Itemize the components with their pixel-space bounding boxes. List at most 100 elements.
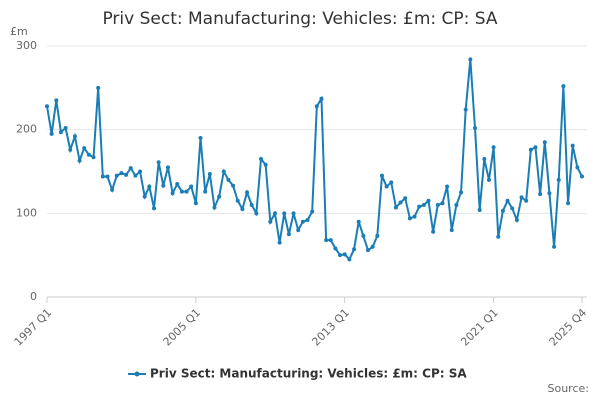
point (528, 147, 533, 152)
point (328, 238, 333, 243)
point (68, 147, 73, 152)
point (445, 184, 450, 189)
point (45, 104, 49, 109)
point (314, 104, 319, 109)
point (556, 177, 561, 182)
point (407, 216, 412, 221)
point (398, 200, 403, 205)
point (566, 201, 571, 206)
point (165, 165, 170, 170)
point (552, 244, 557, 249)
point (431, 229, 436, 234)
point (319, 96, 324, 101)
point (440, 201, 445, 206)
point (49, 131, 54, 136)
point (82, 146, 87, 151)
point (245, 190, 250, 195)
point (142, 194, 147, 199)
point (393, 205, 398, 210)
point (114, 173, 119, 178)
point (128, 166, 133, 171)
point (361, 233, 366, 238)
point (282, 211, 287, 216)
point (421, 202, 426, 207)
point (259, 156, 263, 161)
point (454, 202, 459, 207)
point (305, 218, 310, 223)
point (217, 194, 222, 199)
point (379, 173, 384, 178)
point (500, 208, 505, 213)
point (161, 183, 166, 188)
point (231, 183, 236, 188)
point (324, 238, 329, 243)
x-tick-label: 2025 Q4 (547, 306, 590, 349)
point (291, 211, 296, 216)
point (272, 211, 277, 216)
point (356, 219, 361, 224)
point (505, 198, 510, 203)
point (96, 85, 101, 90)
point (486, 177, 491, 182)
y-tick-label: 100 (16, 206, 37, 219)
point (300, 219, 305, 224)
y-tick-label: 300 (16, 39, 37, 52)
point (147, 184, 152, 189)
point (54, 98, 59, 103)
point (119, 171, 124, 176)
point (170, 191, 175, 196)
point (77, 158, 82, 163)
point (254, 211, 259, 216)
point (58, 130, 63, 135)
point (561, 84, 566, 89)
point (449, 228, 454, 233)
x-tick-label: 2005 Q1 (161, 306, 204, 349)
point (580, 174, 584, 179)
point (426, 198, 431, 203)
point (105, 174, 110, 179)
point (482, 156, 487, 161)
point (240, 207, 245, 212)
point (463, 107, 468, 112)
point (384, 184, 389, 189)
point (342, 252, 347, 257)
point (366, 248, 370, 253)
point (100, 174, 105, 179)
point (86, 152, 91, 157)
point (72, 134, 77, 139)
legend-label: Priv Sect: Manufacturing: Vehicles: £m: … (150, 367, 467, 381)
point (175, 182, 180, 187)
point (63, 125, 68, 130)
point (221, 169, 226, 174)
chart-title: Priv Sect: Manufacturing: Vehicles: £m: … (102, 9, 497, 29)
point (189, 184, 194, 189)
point (519, 195, 524, 200)
point (389, 180, 394, 185)
point (156, 160, 161, 165)
point (417, 204, 422, 209)
point (338, 253, 343, 258)
point (179, 189, 184, 194)
point (370, 244, 375, 249)
point (473, 125, 477, 130)
series-line (46, 59, 583, 262)
point (310, 209, 315, 214)
point (510, 206, 515, 211)
y-axis-label: £m (10, 25, 28, 38)
point (412, 214, 417, 219)
point (533, 145, 538, 150)
point (477, 207, 482, 212)
point (203, 189, 208, 194)
point (207, 172, 212, 177)
point (347, 257, 352, 262)
point (277, 240, 282, 245)
point (226, 177, 231, 182)
point (235, 198, 240, 203)
point (333, 246, 338, 251)
point (547, 191, 552, 196)
legend-marker (134, 371, 140, 377)
x-tick-label: 1997 Q1 (12, 306, 55, 349)
point (124, 172, 129, 177)
